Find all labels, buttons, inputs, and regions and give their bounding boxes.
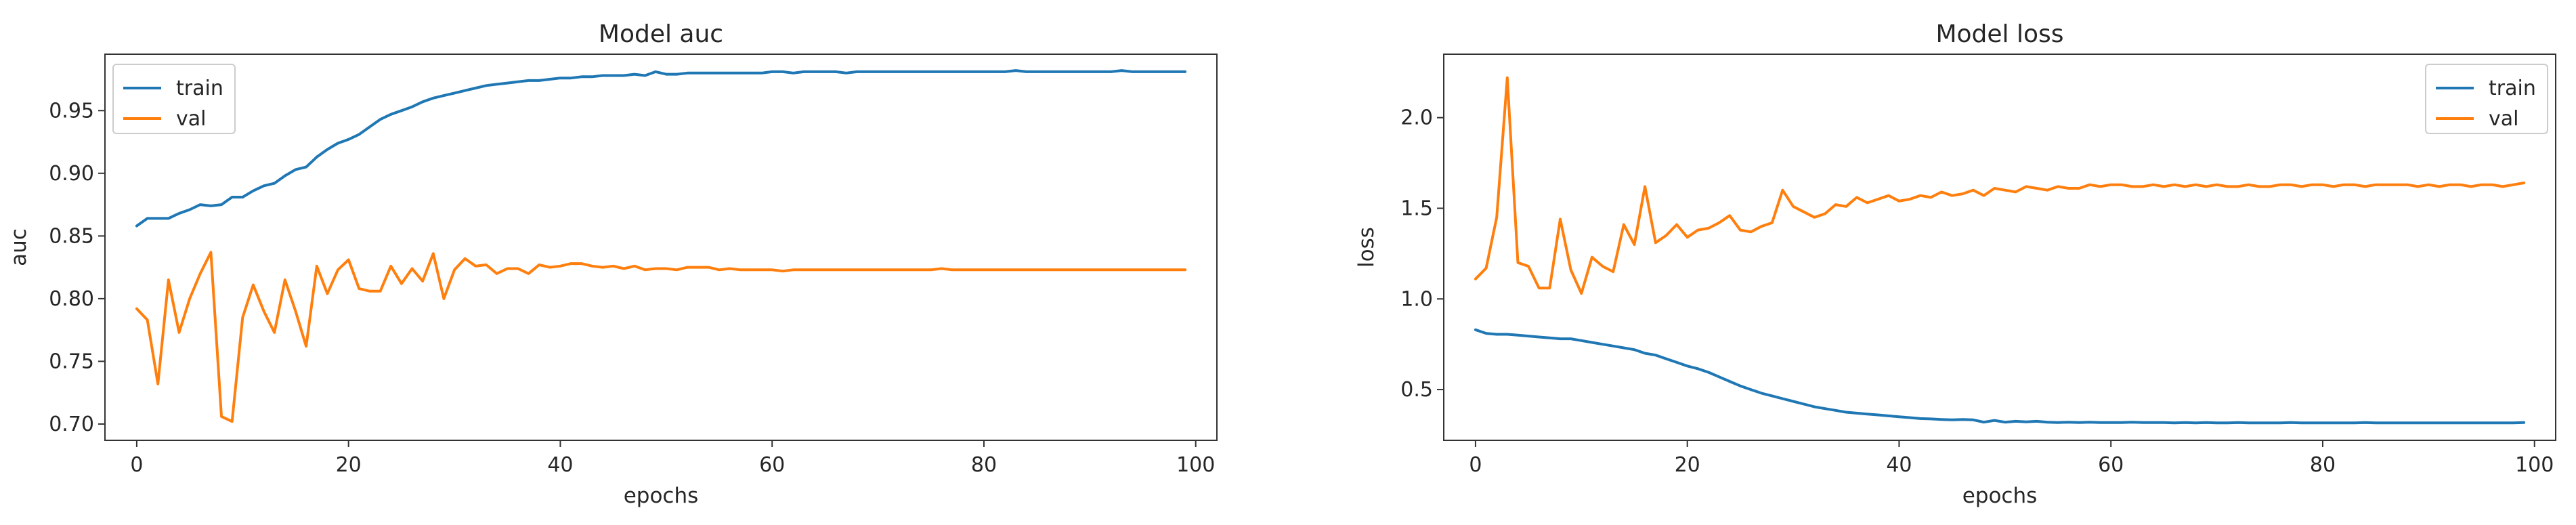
chart-loss-ytick-label: 1.5 xyxy=(1400,196,1433,220)
chart-loss-xtick-label: 60 xyxy=(2098,453,2124,477)
chart-loss-ytick-label: 1.0 xyxy=(1400,287,1433,311)
chart-loss-xtick-label: 20 xyxy=(1675,453,1700,477)
chart-auc-x-ticks: 0 20 40 60 80 100 xyxy=(130,440,1215,477)
chart-auc-train-line xyxy=(135,69,1187,228)
chart-auc-xtick-label: 80 xyxy=(971,453,997,477)
chart-auc-ytick-label: 0.85 xyxy=(49,224,94,248)
chart-loss-ytick-label: 2.0 xyxy=(1400,106,1433,130)
chart-auc-legend-box xyxy=(112,64,236,134)
chart-loss-title: Model loss xyxy=(1935,20,2063,48)
chart-loss-train-line xyxy=(1474,328,2526,425)
chart-auc-xtick-label: 100 xyxy=(1176,453,1215,477)
chart-loss-xtick-label: 100 xyxy=(2515,453,2554,477)
chart-loss-y-ticks: 0.5 1.0 1.5 2.0 xyxy=(1400,106,1444,402)
chart-auc-legend: train val xyxy=(112,64,236,134)
chart-loss-legend-box xyxy=(2425,64,2548,134)
chart-loss: Model loss 0.5 1.0 1.5 2.0 0 20 40 60 80 100 epo… xyxy=(1354,20,2556,508)
chart-auc-ytick-label: 0.90 xyxy=(49,162,94,186)
chart-auc-xtick-label: 60 xyxy=(759,453,785,477)
chart-loss-xtick-label: 0 xyxy=(1469,453,1482,477)
chart-auc-ylabel: auc xyxy=(7,228,31,266)
chart-loss-ytick-label: 0.5 xyxy=(1400,378,1433,402)
chart-loss-val-line xyxy=(1474,76,2526,295)
chart-loss-legend-train-label: train xyxy=(2489,77,2536,100)
chart-loss-ylabel: loss xyxy=(1354,227,1379,268)
chart-auc: Model auc 0.70 0.75 0.80 0.85 0.90 0.95 0 20 40… xyxy=(7,20,1218,508)
chart-loss-legend-val-label: val xyxy=(2489,107,2518,131)
chart-loss-xlabel: epochs xyxy=(1962,484,2038,508)
chart-loss-xtick-label: 80 xyxy=(2310,453,2336,477)
chart-loss-x-ticks: 0 20 40 60 80 100 xyxy=(1469,440,2554,477)
chart-auc-ytick-label: 0.80 xyxy=(49,287,94,311)
chart-auc-title: Model auc xyxy=(599,20,723,48)
chart-auc-legend-val-label: val xyxy=(176,107,206,131)
chart-loss-xtick-label: 40 xyxy=(1886,453,1912,477)
chart-loss-plot-area xyxy=(1443,54,2556,441)
chart-auc-val-line xyxy=(135,251,1187,423)
chart-loss-lines xyxy=(1474,76,2526,425)
chart-loss-legend: train val xyxy=(2425,64,2548,134)
chart-auc-lines xyxy=(135,69,1187,423)
chart-auc-xtick-label: 20 xyxy=(336,453,362,477)
chart-auc-ytick-label: 0.70 xyxy=(49,413,94,436)
chart-auc-xtick-label: 0 xyxy=(130,453,143,477)
chart-auc-xlabel: epochs xyxy=(624,484,699,508)
chart-auc-xtick-label: 40 xyxy=(547,453,573,477)
chart-auc-y-ticks: 0.70 0.75 0.80 0.85 0.90 0.95 xyxy=(49,99,105,436)
chart-auc-legend-train-label: train xyxy=(176,77,223,100)
chart-auc-plot-area xyxy=(104,54,1218,441)
chart-auc-ytick-label: 0.95 xyxy=(49,99,94,123)
chart-auc-ytick-label: 0.75 xyxy=(49,350,94,373)
